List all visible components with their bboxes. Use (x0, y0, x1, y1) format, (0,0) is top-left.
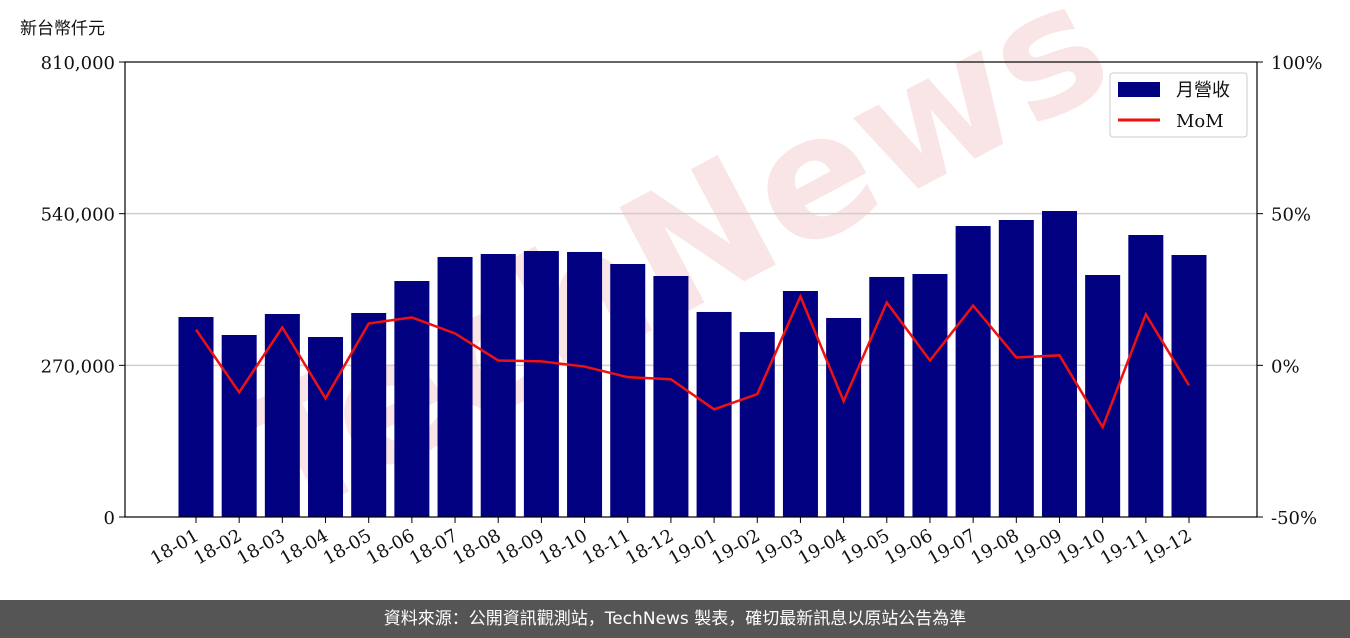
x-tick-label: 19-09 (1011, 525, 1066, 569)
legend-label: 月營收 (1176, 80, 1230, 101)
x-tick-label: 19-10 (1054, 525, 1109, 569)
y-axis-label: 新台幣仟元 (20, 19, 105, 39)
x-tick-label: 19-01 (665, 525, 720, 569)
bar (610, 263, 646, 517)
x-tick-label: 19-06 (881, 525, 936, 569)
legend-label: MoM (1176, 111, 1224, 132)
x-tick-label: 18-11 (579, 525, 634, 569)
y-tick-label: 810,000 (41, 53, 115, 74)
bar (998, 220, 1034, 517)
y2-tick-label: 50% (1271, 205, 1311, 226)
y2-tick-label: -50% (1271, 508, 1317, 529)
x-tick-label: 19-02 (708, 525, 763, 569)
y-tick-label: 540,000 (41, 205, 115, 226)
x-tick-label: 18-09 (492, 525, 547, 569)
x-tick-label: 19-03 (751, 525, 806, 569)
y2-tick-label: 100% (1271, 53, 1322, 74)
footer: 資料來源：公開資訊觀測站，TechNews 製表，確切最新訊息以原站公告為準 (0, 600, 1350, 638)
bar (1128, 235, 1164, 518)
bar (523, 251, 559, 517)
x-tick-label: 19-08 (967, 525, 1022, 569)
bar (437, 256, 473, 517)
bar (653, 276, 689, 517)
x-tick-label: 19-12 (1140, 525, 1195, 569)
bar (1171, 255, 1207, 517)
bar (394, 281, 430, 517)
bar (696, 311, 732, 517)
x-tick-label: 18-06 (363, 525, 418, 569)
bar (955, 226, 991, 517)
x-tick-label: 19-11 (1097, 525, 1152, 569)
bar (351, 312, 387, 517)
x-tick-label: 18-08 (449, 525, 504, 569)
legend: 月營收 MoM (1109, 72, 1248, 138)
y-tick-label: 0 (104, 508, 115, 529)
chart: TechNews 新台幣仟元 0270,000540,000810,000-50… (20, 0, 1322, 569)
x-tick-label: 18-03 (233, 525, 288, 569)
bar (1041, 211, 1077, 517)
bar (178, 317, 214, 517)
plot-frame (124, 61, 1258, 518)
y2-tick-label: 0% (1271, 356, 1300, 377)
bar (221, 335, 257, 517)
x-tick-label: 18-12 (622, 525, 677, 569)
x-tick-label: 19-04 (795, 525, 850, 569)
bar (782, 291, 818, 517)
x-tick-label: 18-07 (406, 525, 461, 569)
legend-swatch (1118, 82, 1160, 97)
y-tick-label: 270,000 (41, 356, 115, 377)
bar (869, 276, 905, 517)
bar (826, 317, 862, 517)
bar (912, 273, 948, 517)
x-tick-label: 18-01 (147, 525, 202, 569)
x-tick-label: 19-05 (838, 525, 893, 569)
x-tick-label: 18-02 (190, 525, 245, 569)
x-tick-label: 19-07 (924, 525, 979, 569)
line (194, 293, 1191, 431)
bar (308, 337, 344, 517)
bar (739, 332, 775, 517)
x-tick-label: 18-10 (536, 525, 591, 569)
bar (480, 253, 516, 517)
bar (567, 251, 603, 517)
